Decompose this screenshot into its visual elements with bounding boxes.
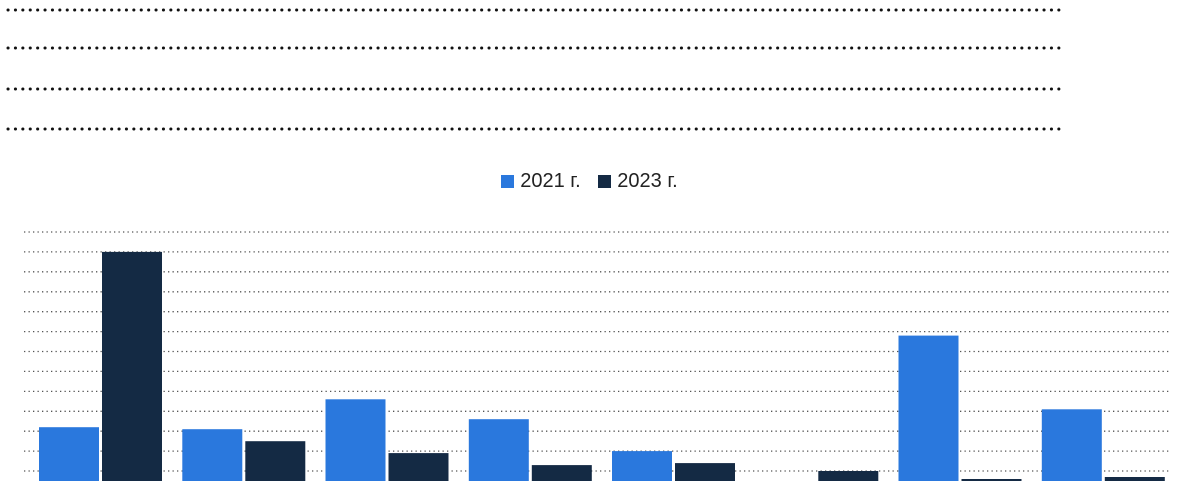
bar-2021-0 [39,427,99,481]
legend-label-2021: 2021 г. [520,170,581,192]
bar-2023-3 [531,465,592,481]
bar-2023-1 [245,441,306,481]
bar-2021-2 [325,399,386,481]
bar-2023-4 [675,463,735,481]
bar-2023-6 [961,479,1022,481]
bar-2021-4 [612,451,672,481]
bar-2023-0 [102,251,162,481]
legend-item-2023: 2023 г. [598,170,678,193]
legend-swatch-2023 [598,175,612,188]
text-placeholder-lines [6,8,1064,131]
bar-2023-2 [388,453,449,481]
bar-2021-7 [1041,409,1102,481]
chart-legend: 2021 г. 2023 г. [0,170,1179,194]
bar-2021-3 [468,419,529,481]
bar-2021-6 [898,335,959,481]
bar-2023-7 [1104,477,1165,481]
bars [39,251,1165,481]
legend-item-2021: 2021 г. [501,170,581,193]
legend-label-2023: 2023 г. [617,170,678,192]
bar-2023-5 [818,471,879,481]
gridlines [24,231,1170,472]
bar-2021-1 [182,429,243,481]
legend-swatch-2021 [501,175,515,188]
